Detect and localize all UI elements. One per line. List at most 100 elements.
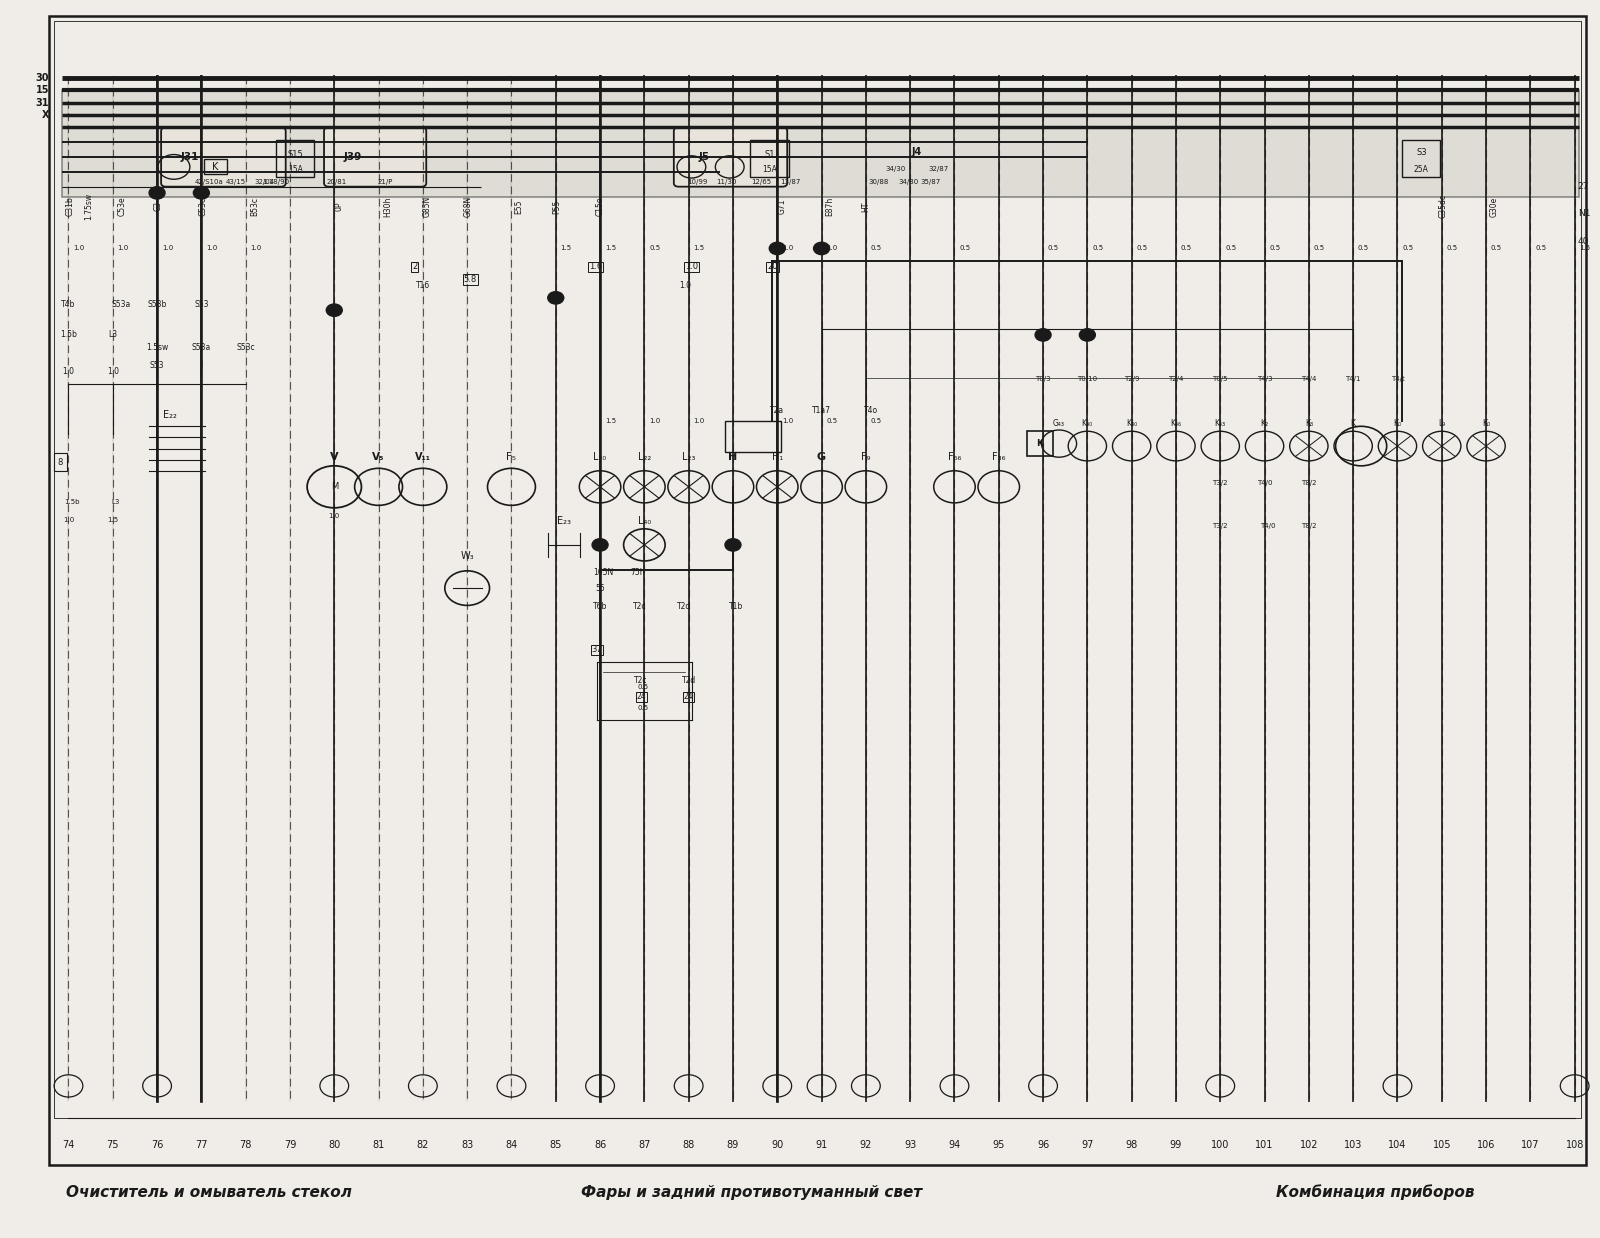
Text: 1.5: 1.5	[107, 517, 118, 524]
Text: S53a: S53a	[110, 300, 130, 308]
Text: J5: J5	[699, 152, 710, 162]
FancyBboxPatch shape	[674, 128, 787, 187]
Text: S53: S53	[150, 361, 165, 370]
Text: 1.0: 1.0	[693, 418, 704, 425]
Text: G₄₃: G₄₃	[1053, 418, 1066, 427]
Text: E₂₃: E₂₃	[557, 516, 571, 526]
Text: 89: 89	[726, 1140, 739, 1150]
Text: C53e: C53e	[117, 197, 126, 217]
Text: T0/3: T0/3	[1035, 376, 1051, 381]
Text: 40: 40	[1578, 236, 1589, 245]
Text: 84: 84	[506, 1140, 517, 1150]
Text: 0.5: 0.5	[870, 245, 882, 251]
Text: 1.0: 1.0	[162, 245, 173, 251]
Text: E87h: E87h	[824, 197, 834, 217]
Text: T4b: T4b	[61, 300, 75, 308]
Text: L₂₀: L₂₀	[594, 452, 606, 462]
Text: 15A: 15A	[762, 165, 778, 173]
Text: 77: 77	[195, 1140, 208, 1150]
Text: C35dc: C35dc	[1438, 194, 1448, 218]
Text: 0.5: 0.5	[1269, 245, 1280, 251]
Text: 91: 91	[816, 1140, 827, 1150]
Text: T3/2: T3/2	[1213, 522, 1229, 529]
Text: 1.18/90: 1.18/90	[262, 180, 290, 186]
Text: T1b: T1b	[730, 602, 744, 612]
Text: 88: 88	[683, 1140, 694, 1150]
Text: T4/3: T4/3	[1258, 376, 1272, 381]
Text: 0P: 0P	[334, 202, 344, 212]
Text: 20/81: 20/81	[326, 180, 347, 186]
Text: 21/P: 21/P	[378, 180, 392, 186]
Text: S15: S15	[288, 150, 302, 158]
Text: T2/9: T2/9	[1123, 376, 1139, 381]
Text: T4/1: T4/1	[1346, 376, 1362, 381]
Text: 1.5: 1.5	[560, 245, 571, 251]
Text: Очиститель и омыватель стекол: Очиститель и омыватель стекол	[66, 1185, 352, 1200]
Text: 30/88: 30/88	[869, 180, 888, 186]
Text: T2a: T2a	[770, 406, 784, 415]
Text: K: K	[213, 162, 219, 172]
Text: L₄₀: L₄₀	[638, 516, 651, 526]
Text: F₆₆: F₆₆	[947, 452, 962, 462]
Text: 0.5: 0.5	[1358, 245, 1370, 251]
Text: 32/87: 32/87	[930, 166, 949, 172]
Text: J31: J31	[181, 152, 198, 162]
Text: 1.0: 1.0	[650, 418, 661, 425]
Text: 104: 104	[1389, 1140, 1406, 1150]
Circle shape	[813, 243, 829, 255]
Text: K₂: K₂	[1261, 418, 1269, 427]
Text: 37: 37	[592, 645, 602, 655]
Text: T1a7: T1a7	[813, 406, 830, 415]
Text: 12/65: 12/65	[752, 180, 771, 186]
Bar	[62, 90, 1579, 197]
Circle shape	[1035, 329, 1051, 342]
Text: T2d: T2d	[677, 602, 691, 612]
Text: 1.5: 1.5	[1579, 245, 1590, 251]
Text: 96: 96	[1037, 1140, 1050, 1150]
Text: K₃₀: K₃₀	[1126, 418, 1138, 427]
Text: 0.5: 0.5	[1402, 245, 1413, 251]
Text: V: V	[330, 452, 339, 462]
Text: 1.0: 1.0	[206, 245, 218, 251]
Text: G: G	[818, 452, 826, 462]
Text: 0.5: 0.5	[1534, 245, 1546, 251]
Text: K₀: K₀	[1482, 418, 1490, 427]
Text: 165N: 165N	[594, 567, 613, 577]
Text: J: J	[200, 361, 203, 370]
Text: G85N: G85N	[422, 196, 432, 217]
Text: 34/30: 34/30	[899, 180, 918, 186]
Text: T8/2: T8/2	[1301, 522, 1317, 529]
Text: 81: 81	[373, 1140, 384, 1150]
Text: B53c: B53c	[251, 197, 259, 215]
Text: 92: 92	[859, 1140, 872, 1150]
Text: 100: 100	[1211, 1140, 1229, 1150]
Circle shape	[1080, 329, 1096, 342]
Text: L₂₃: L₂₃	[682, 452, 696, 462]
Text: 107: 107	[1522, 1140, 1539, 1150]
Text: C31b: C31b	[66, 197, 74, 217]
Text: 0.5: 0.5	[637, 683, 648, 690]
Text: 0.5: 0.5	[960, 245, 970, 251]
Text: 90: 90	[771, 1140, 784, 1150]
Text: 99: 99	[1170, 1140, 1182, 1150]
Text: 1.0: 1.0	[62, 517, 74, 524]
Text: 27: 27	[1578, 182, 1589, 191]
Text: L₉: L₉	[1438, 418, 1445, 427]
Text: 75h: 75h	[630, 567, 645, 577]
Text: H₁: H₁	[771, 452, 782, 462]
Bar	[205, 160, 227, 175]
Text: T8/2: T8/2	[1301, 480, 1317, 487]
Text: L3: L3	[109, 331, 117, 339]
Text: S53: S53	[194, 300, 208, 308]
Text: T4o: T4o	[864, 406, 878, 415]
Text: 1.5sw: 1.5sw	[146, 343, 168, 352]
Text: K₄₆: K₄₆	[1170, 418, 1181, 427]
Text: T0/5: T0/5	[1213, 376, 1229, 381]
Text: J39: J39	[344, 152, 362, 162]
Text: 42/S10a: 42/S10a	[195, 180, 224, 186]
Text: 5.8: 5.8	[464, 275, 477, 284]
Text: 86: 86	[594, 1140, 606, 1150]
Text: 0.5: 0.5	[1048, 245, 1059, 251]
Text: 15A: 15A	[288, 165, 302, 173]
Text: 1.5: 1.5	[605, 418, 616, 425]
